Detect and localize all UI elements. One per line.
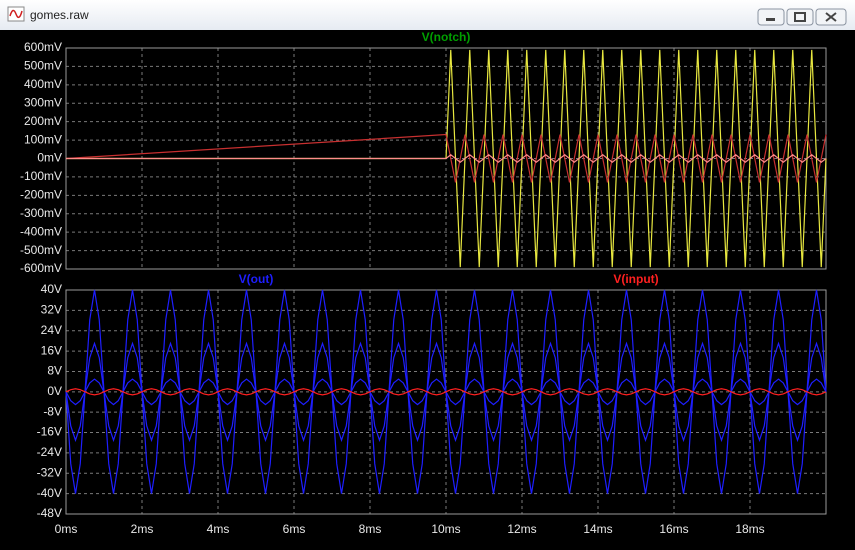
trace: [66, 49, 827, 268]
title-bar: [0, 0, 855, 30]
legend-entry: V(input): [613, 272, 658, 286]
minimize-button[interactable]: [757, 8, 785, 26]
x-tick-label: 8ms: [359, 522, 382, 536]
x-tick-label: 18ms: [735, 522, 764, 536]
y-tick-label: -40V: [37, 486, 62, 500]
x-tick-label: 16ms: [659, 522, 688, 536]
y-tick-label: -48V: [37, 506, 62, 520]
y-tick-label: 100mV: [24, 132, 62, 146]
x-tick-label: 6ms: [283, 522, 306, 536]
y-tick-label: -32V: [37, 465, 62, 479]
x-tick-label: 2ms: [131, 522, 154, 536]
x-tick-label: 12ms: [507, 522, 536, 536]
y-tick-label: 300mV: [24, 95, 62, 109]
y-tick-label: 24V: [41, 323, 62, 337]
y-tick-label: -300mV: [20, 206, 62, 220]
plot-frame: [65, 289, 827, 515]
x-tick-label: 14ms: [583, 522, 612, 536]
y-tick-label: -200mV: [20, 188, 62, 202]
y-tick-label: -24V: [37, 445, 62, 459]
y-tick-label: 600mV: [24, 40, 62, 54]
y-tick-label: 0mV: [37, 151, 62, 165]
y-tick-label: 40V: [41, 282, 62, 296]
trace: [65, 388, 827, 396]
y-tick-label: 8V: [47, 364, 62, 378]
x-tick-label: 0ms: [55, 522, 78, 536]
legend-entry: V(out): [239, 272, 274, 286]
y-tick-label: -500mV: [20, 243, 62, 257]
y-tick-label: 200mV: [24, 114, 62, 128]
maximize-button[interactable]: [786, 8, 814, 26]
x-tick-label: 10ms: [431, 522, 460, 536]
y-tick-label: -600mV: [20, 261, 62, 275]
y-tick-label: -8V: [43, 404, 62, 418]
trace: [65, 133, 827, 183]
y-tick-label: 500mV: [24, 59, 62, 73]
y-tick-label: 0V: [47, 384, 62, 398]
y-tick-label: -100mV: [20, 169, 62, 183]
y-tick-label: 16V: [41, 343, 62, 357]
y-tick-label: 32V: [41, 303, 62, 317]
y-tick-label: -400mV: [20, 224, 62, 238]
close-button[interactable]: [815, 8, 847, 26]
y-tick-label: 400mV: [24, 77, 62, 91]
legend-entry: V(notch): [422, 30, 471, 44]
x-tick-label: 4ms: [207, 522, 230, 536]
window-title: gomes.raw: [30, 8, 89, 22]
window-icon: [7, 6, 25, 22]
y-tick-label: -16V: [37, 425, 62, 439]
trace: [66, 154, 827, 163]
